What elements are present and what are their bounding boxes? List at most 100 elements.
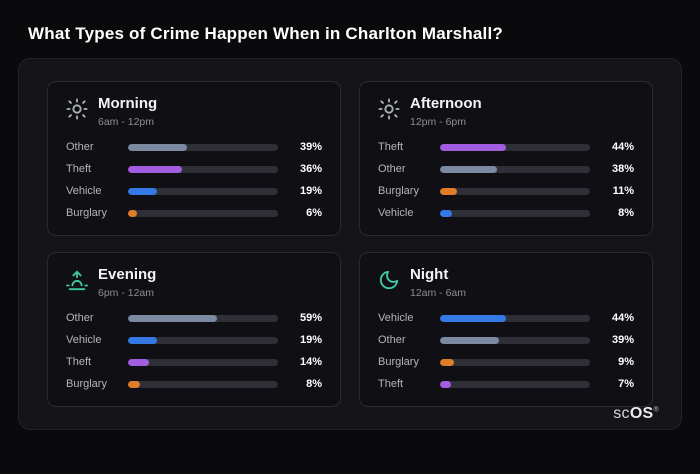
crime-bar-fill: [128, 314, 217, 322]
crime-category-label: Theft: [66, 163, 92, 175]
card-morning: Morning 6am - 12pm Other 39% Theft 36% Vehic…: [47, 81, 341, 236]
crime-row: Theft 7%: [378, 378, 634, 391]
crime-bar-fill: [440, 143, 506, 151]
page-title: What Types of Crime Happen When in Charl…: [28, 24, 503, 43]
crime-bar-track: [128, 209, 278, 217]
crime-bar-fill: [128, 358, 149, 366]
crime-row: Burglary 9%: [378, 356, 634, 369]
crime-percent: 14%: [299, 356, 322, 368]
crime-percent: 44%: [611, 312, 634, 324]
registered-trademark: ®: [653, 406, 659, 414]
crime-row: Theft 36%: [66, 163, 322, 176]
crime-row: Theft 44%: [378, 141, 634, 154]
sun-icon: [66, 98, 88, 120]
crime-bar-track: [128, 336, 278, 344]
crime-percent: 36%: [299, 163, 322, 175]
crime-bar-fill: [440, 187, 457, 195]
card-time-range: 6am - 12pm: [98, 115, 155, 128]
crime-bar-track: [440, 380, 590, 388]
card-evening: Evening 6pm - 12am Other 59% Vehicle 19% The…: [47, 252, 341, 407]
crime-bar-fill: [440, 358, 454, 366]
crime-category-label: Theft: [66, 356, 92, 368]
crime-bar-fill: [128, 143, 187, 151]
crime-category-label: Vehicle: [66, 185, 102, 197]
crime-percent: 7%: [618, 378, 634, 390]
crime-bar-track: [440, 358, 590, 366]
crime-category-label: Vehicle: [378, 312, 414, 324]
crime-category-label: Burglary: [378, 185, 419, 197]
crime-bar-fill: [128, 209, 137, 217]
crime-percent: 39%: [611, 334, 634, 346]
crime-bar-track: [128, 165, 278, 173]
crime-row: Other 38%: [378, 163, 634, 176]
crime-bar-track: [128, 358, 278, 366]
crime-category-label: Other: [66, 141, 94, 153]
crime-percent: 44%: [611, 141, 634, 153]
card-header: Afternoon 12pm - 6pm: [378, 95, 634, 128]
crime-percent: 11%: [612, 185, 634, 197]
crime-bar-track: [440, 165, 590, 173]
crime-category-label: Burglary: [66, 378, 107, 390]
crime-row: Burglary 6%: [66, 207, 322, 220]
crime-percent: 59%: [299, 312, 322, 324]
card-time-range: 12am - 6am: [410, 286, 467, 299]
card-title: Evening: [98, 266, 157, 283]
moon-icon: [378, 269, 400, 291]
crime-percent: 38%: [611, 163, 634, 175]
crime-bar-fill: [128, 187, 157, 195]
crime-category-label: Theft: [378, 141, 404, 153]
crime-percent: 39%: [299, 141, 322, 153]
crime-category-label: Other: [378, 334, 406, 346]
crime-row: Vehicle 8%: [378, 207, 634, 220]
brand-logo: scOS®: [613, 405, 659, 423]
crime-category-label: Vehicle: [378, 207, 414, 219]
crime-bar-fill: [440, 209, 452, 217]
crime-category-label: Other: [378, 163, 406, 175]
crime-rows: Other 39% Theft 36% Vehicle 19% Burglary 6%: [66, 141, 322, 220]
crime-bar-track: [440, 314, 590, 322]
crime-row: Burglary 11%: [378, 185, 634, 198]
crime-bar-fill: [440, 314, 506, 322]
card-header: Night 12am - 6am: [378, 266, 634, 299]
card-header: Evening 6pm - 12am: [66, 266, 322, 299]
card-time-range: 12pm - 6pm: [410, 115, 467, 128]
crime-rows: Other 59% Vehicle 19% Theft 14% Burglary 8%: [66, 312, 322, 391]
card-night: Night 12am - 6am Vehicle 44% Other 39% Burgl…: [359, 252, 653, 407]
crime-row: Other 59%: [66, 312, 322, 325]
crime-percent: 8%: [618, 207, 634, 219]
crime-category-label: Burglary: [66, 207, 107, 219]
crime-percent: 9%: [618, 356, 634, 368]
crime-bar-fill: [440, 336, 499, 344]
crime-row: Vehicle 19%: [66, 334, 322, 347]
crime-bar-fill: [440, 165, 497, 173]
card-header: Morning 6am - 12pm: [66, 95, 322, 128]
crime-rows: Theft 44% Other 38% Burglary 11% Vehicle 8%: [378, 141, 634, 220]
sun-icon: [378, 98, 400, 120]
crime-bar-track: [440, 209, 590, 217]
crime-category-label: Burglary: [378, 356, 419, 368]
card-title: Morning: [98, 95, 158, 112]
crime-percent: 19%: [299, 185, 322, 197]
sunrise-icon: [66, 269, 88, 291]
crime-bar-track: [440, 187, 590, 195]
crime-bar-track: [440, 143, 590, 151]
brand-logo-suffix: OS: [629, 405, 654, 422]
crime-bar-fill: [440, 380, 451, 388]
crime-row: Other 39%: [66, 141, 322, 154]
crime-percent: 19%: [299, 334, 322, 346]
crime-percent: 6%: [306, 207, 322, 219]
card-title: Night: [410, 266, 449, 283]
brand-logo-prefix: sc: [613, 405, 630, 422]
card-title: Afternoon: [410, 95, 482, 112]
crime-row: Other 39%: [378, 334, 634, 347]
crime-row: Vehicle 19%: [66, 185, 322, 198]
crime-bar-fill: [128, 380, 140, 388]
crime-category-label: Theft: [378, 378, 404, 390]
crime-bar-fill: [128, 336, 157, 344]
crime-row: Theft 14%: [66, 356, 322, 369]
crime-row: Vehicle 44%: [378, 312, 634, 325]
card-time-range: 6pm - 12am: [98, 286, 155, 299]
crime-row: Burglary 8%: [66, 378, 322, 391]
crime-bar-track: [128, 143, 278, 151]
crime-bar-track: [128, 380, 278, 388]
